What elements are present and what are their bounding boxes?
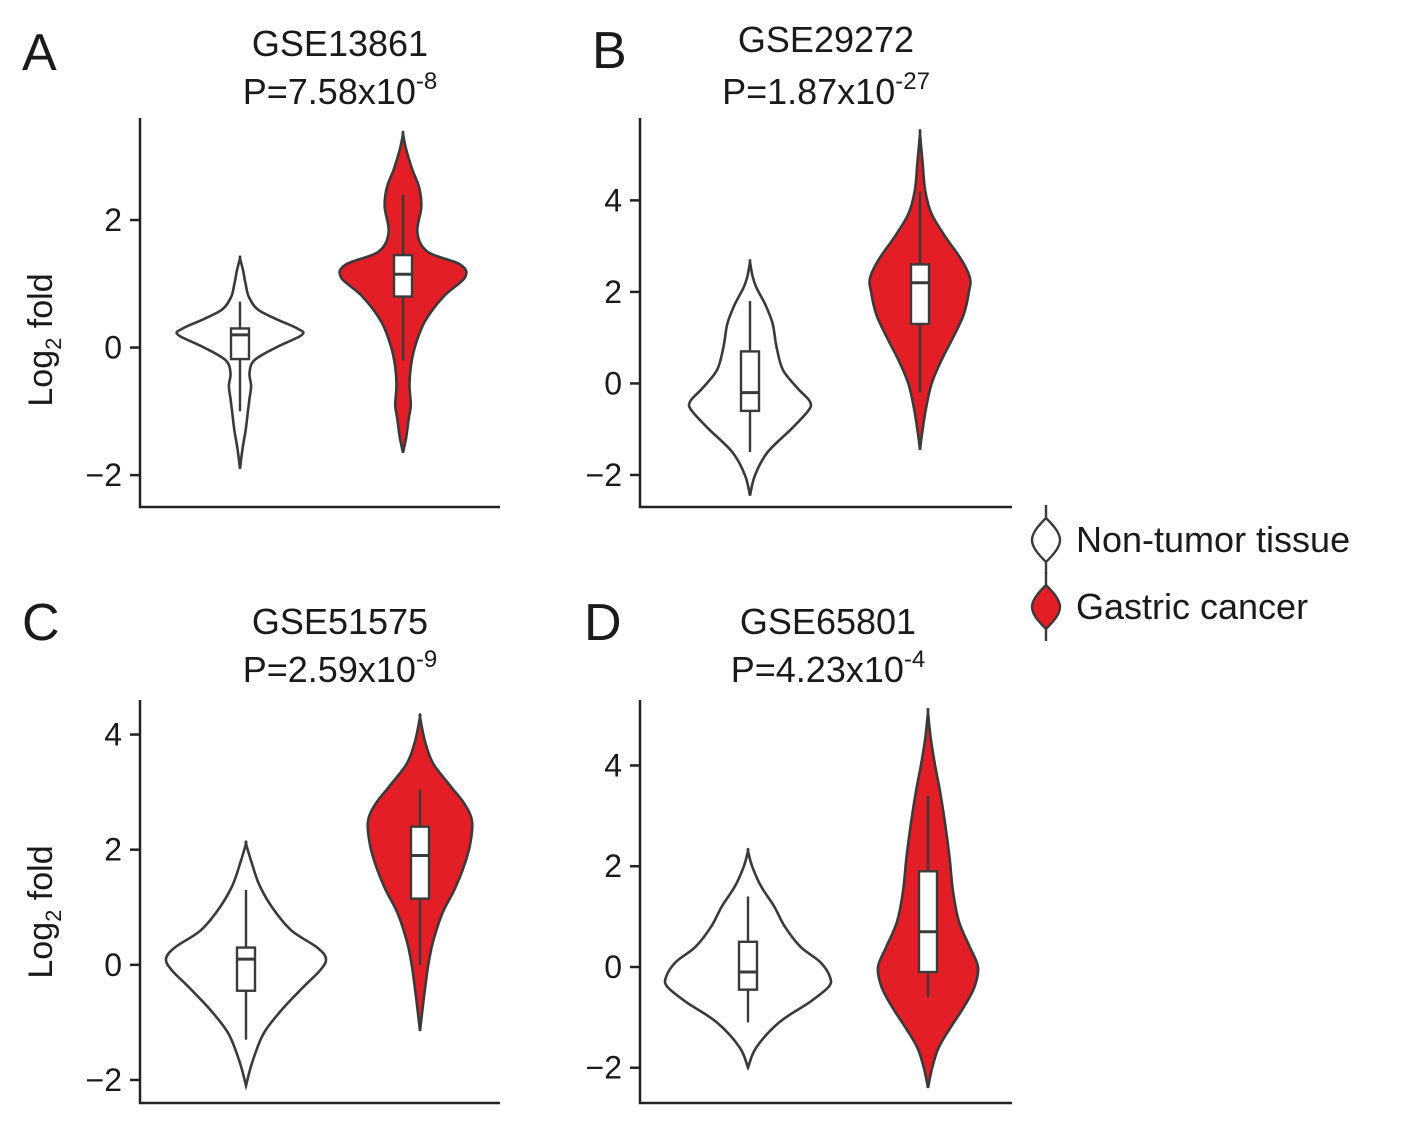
y-tick-label: 2 bbox=[104, 832, 122, 868]
axes bbox=[638, 118, 1012, 509]
box-gastric-cancer bbox=[909, 263, 931, 326]
y-axis-label-sub: 2 bbox=[41, 338, 66, 350]
y-tick-label: 4 bbox=[604, 182, 622, 218]
p-value-base: P=1.87x10 bbox=[722, 71, 895, 112]
panel-b: B GSE29272 P=1.87x10-27 −2 0 2 4 bbox=[586, 19, 1012, 509]
p-value-base: P=2.59x10 bbox=[243, 649, 416, 690]
y-tick-label: −2 bbox=[86, 1062, 122, 1098]
y-tick-label: −2 bbox=[586, 1050, 622, 1086]
legend-item-non-tumor: Non-tumor tissue bbox=[1030, 505, 1350, 574]
panel-a: A GSE13861 P=7.58x10-8 Log2 fold −202 bbox=[22, 23, 500, 509]
box-gastric-cancer bbox=[392, 253, 414, 298]
p-value-base: P=7.58x10 bbox=[243, 71, 416, 112]
legend-label: Gastric cancer bbox=[1076, 586, 1308, 627]
panel-title: GSE51575 bbox=[252, 601, 428, 642]
violin-icon bbox=[1030, 505, 1062, 574]
panel-letter: B bbox=[592, 22, 627, 80]
box-non-tumor bbox=[739, 350, 761, 413]
box-non-tumor bbox=[737, 940, 759, 991]
y-axis-label-main: Log bbox=[22, 350, 60, 407]
plot-area: −2 0 2 4 bbox=[586, 118, 1012, 509]
y-axis-label-rest: fold bbox=[22, 845, 60, 909]
box-non-tumor bbox=[235, 946, 257, 992]
legend-item-gastric-cancer: Gastric cancer bbox=[1030, 572, 1308, 641]
y-axis-label: Log2 fold bbox=[22, 273, 66, 406]
y-tick-label: 0 bbox=[104, 330, 122, 366]
axes bbox=[638, 700, 1012, 1105]
box-non-tumor bbox=[229, 327, 251, 361]
panel-title: GSE29272 bbox=[738, 19, 914, 60]
panel-title: GSE13861 bbox=[252, 23, 428, 64]
legend: Non-tumor tissue Gastric cancer bbox=[1030, 505, 1350, 641]
y-axis-label-sub: 2 bbox=[41, 910, 66, 922]
y-tick-label: 2 bbox=[604, 274, 622, 310]
plot-area: −2 0 2 4 bbox=[586, 700, 1012, 1105]
p-value: P=7.58x10-8 bbox=[243, 68, 438, 112]
y-tick-label: 2 bbox=[104, 202, 122, 238]
p-value-base: P=4.23x10 bbox=[731, 649, 904, 690]
axes bbox=[138, 700, 500, 1105]
panel-letter: A bbox=[22, 24, 57, 82]
box-gastric-cancer bbox=[917, 870, 939, 974]
y-tick-label: 0 bbox=[604, 365, 622, 401]
p-value-exponent: -9 bbox=[416, 646, 437, 673]
plot-area: −2 0 2 bbox=[86, 118, 500, 509]
box-gastric-cancer bbox=[409, 825, 431, 900]
y-tick-label: −2 bbox=[86, 457, 122, 493]
axes bbox=[138, 118, 500, 509]
y-tick-label: 0 bbox=[104, 947, 122, 983]
y-axis-label-rest: fold bbox=[22, 273, 60, 337]
y-tick-label: 0 bbox=[604, 949, 622, 985]
legend-label: Non-tumor tissue bbox=[1076, 519, 1350, 560]
panel-title: GSE65801 bbox=[740, 601, 916, 642]
panel-d: D GSE65801 P=4.23x10-4 −2 0 2 4 bbox=[584, 594, 1012, 1105]
panel-letter: D bbox=[584, 594, 622, 652]
p-value-exponent: -8 bbox=[416, 68, 437, 95]
y-tick-label: 2 bbox=[604, 848, 622, 884]
y-axis-label-main: Log bbox=[22, 922, 60, 979]
violin-icon bbox=[1030, 572, 1062, 641]
y-tick-label: −2 bbox=[586, 457, 622, 493]
panel-letter: C bbox=[22, 594, 60, 652]
p-value: P=4.23x10-4 bbox=[731, 646, 926, 690]
y-axis-label: Log2 fold bbox=[22, 845, 66, 978]
p-value-exponent: -4 bbox=[904, 646, 925, 673]
y-tick-label: 4 bbox=[604, 747, 622, 783]
p-value-exponent: -27 bbox=[895, 68, 930, 95]
p-value: P=2.59x10-9 bbox=[243, 646, 438, 690]
p-value: P=1.87x10-27 bbox=[722, 68, 930, 112]
plot-area: −2 0 2 4 bbox=[86, 700, 500, 1105]
y-tick-label: 4 bbox=[104, 717, 122, 753]
